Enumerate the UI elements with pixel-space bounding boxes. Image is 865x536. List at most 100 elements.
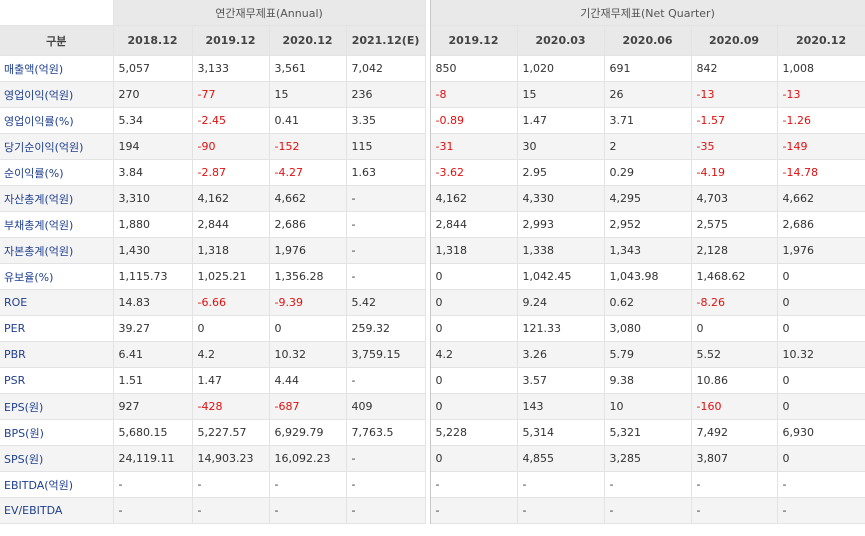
annual-value-cell: 6,929.79	[269, 419, 347, 446]
quarter-value-cell: 0	[430, 445, 518, 472]
annual-value-cell: 194	[113, 133, 193, 160]
quarter-value-cell: 121.33	[517, 315, 605, 342]
table-row: 순이익률(%) 3.84 -2.87 -4.27 1.63 -3.62 2.95 0.29 -4…	[0, 159, 865, 186]
row-label: 매출액(억원)	[0, 55, 114, 82]
quarter-value-cell: -35	[691, 133, 778, 160]
table-row: ROE 14.83 -6.66 -9.39 5.42 0 9.24 0.62 -8.26 0	[0, 289, 865, 316]
annual-value-cell: 5,057	[113, 55, 193, 82]
annual-value-cell: 1.51	[113, 367, 193, 394]
annual-value-cell: 4.44	[269, 367, 347, 394]
table-row: PBR 6.41 4.2 10.32 3,759.15 4.2 3.26 5.79 5.52 10…	[0, 341, 865, 368]
section-divider	[424, 25, 431, 56]
quarter-value-cell: 4,330	[517, 185, 605, 212]
row-label: 자본총계(억원)	[0, 237, 114, 264]
quarter-value-cell: 0	[430, 315, 518, 342]
quarter-value-cell: -1.57	[691, 107, 778, 134]
row-label: PBR	[0, 341, 114, 368]
quarter-value-cell: 4,295	[604, 185, 692, 212]
quarter-value-cell: 4,162	[430, 185, 518, 212]
annual-value-cell: 1,356.28	[269, 263, 347, 290]
section-divider	[424, 393, 431, 420]
row-label: PER	[0, 315, 114, 342]
quarter-value-cell: 0	[691, 315, 778, 342]
quarter-value-cell: 1,020	[517, 55, 605, 82]
table-row: 영업이익(억원) 270 -77 15 236 -8 15 26 -13 -13	[0, 81, 865, 108]
quarter-value-cell: 26	[604, 81, 692, 108]
quarter-value-cell: 2.95	[517, 159, 605, 186]
label-column-header: 구분	[0, 25, 114, 56]
annual-value-cell: 270	[113, 81, 193, 108]
annual-value-cell: 6.41	[113, 341, 193, 368]
table-row: 유보율(%) 1,115.73 1,025.21 1,356.28-0 1,042.45…	[0, 263, 865, 290]
quarter-period-header: 2020.09	[691, 25, 778, 56]
quarter-value-cell: 842	[691, 55, 778, 82]
annual-value-cell: -	[346, 185, 426, 212]
table-row: EBITDA(억원) - - - - - - - - -	[0, 471, 865, 498]
quarter-value-cell: 0.29	[604, 159, 692, 186]
annual-value-cell: 7,042	[346, 55, 426, 82]
annual-value-cell: 1,430	[113, 237, 193, 264]
section-divider	[424, 367, 431, 394]
quarter-value-cell: 0	[430, 367, 518, 394]
quarter-value-cell: 5,321	[604, 419, 692, 446]
quarter-value-cell: 4,703	[691, 185, 778, 212]
quarter-value-cell: 10	[604, 393, 692, 420]
row-label: ROE	[0, 289, 114, 316]
quarter-value-cell: 4.2	[430, 341, 518, 368]
header-blank	[0, 0, 114, 26]
annual-value-cell: -	[113, 471, 193, 498]
table-row: EPS(원) 927 -428 -687 409 0 143 10 -160 0	[0, 393, 865, 420]
section-divider	[424, 497, 431, 524]
annual-value-cell: 236	[346, 81, 426, 108]
quarter-value-cell: -	[691, 471, 778, 498]
quarter-value-cell: 10.86	[691, 367, 778, 394]
quarter-value-cell: 0	[777, 393, 865, 420]
table-body: 매출액(억원) 5,057 3,133 3,561 7,042 850 1,020 691 84…	[0, 55, 865, 524]
section-divider	[424, 419, 431, 446]
quarter-value-cell: -1.26	[777, 107, 865, 134]
quarter-period-header: 2019.12	[430, 25, 518, 56]
row-label: 당기순이익(억원)	[0, 133, 114, 160]
quarter-value-cell: -	[604, 471, 692, 498]
annual-value-cell: -	[346, 211, 426, 238]
section-divider	[424, 263, 431, 290]
annual-value-cell: 14.83	[113, 289, 193, 316]
financial-table: 연간재무제표(Annual) 기간재무제표(Net Quarter) 구분 20…	[0, 0, 865, 524]
annual-value-cell: 10.32	[269, 341, 347, 368]
quarter-value-cell: 1.47	[517, 107, 605, 134]
row-label: EPS(원)	[0, 393, 114, 420]
row-label: 자산총계(억원)	[0, 185, 114, 212]
annual-value-cell: 2,844	[192, 211, 270, 238]
annual-value-cell: -90	[192, 133, 270, 160]
row-label: EBITDA(억원)	[0, 471, 114, 498]
annual-value-cell: -	[192, 497, 270, 524]
annual-value-cell: -	[269, 471, 347, 498]
section-divider	[424, 315, 431, 342]
annual-value-cell: 0	[269, 315, 347, 342]
quarter-value-cell: 850	[430, 55, 518, 82]
annual-value-cell: 0.41	[269, 107, 347, 134]
quarter-value-cell: 5.79	[604, 341, 692, 368]
quarter-value-cell: 1,008	[777, 55, 865, 82]
section-divider	[424, 445, 431, 472]
annual-value-cell: -	[192, 471, 270, 498]
quarter-value-cell: 2,993	[517, 211, 605, 238]
quarter-value-cell: -3.62	[430, 159, 518, 186]
annual-value-cell: -2.87	[192, 159, 270, 186]
annual-value-cell: 3,133	[192, 55, 270, 82]
annual-value-cell: 1,976	[269, 237, 347, 264]
quarter-value-cell: 4,855	[517, 445, 605, 472]
annual-value-cell: -	[346, 367, 426, 394]
annual-value-cell: 409	[346, 393, 426, 420]
quarter-value-cell: 5.52	[691, 341, 778, 368]
quarter-value-cell: 0	[777, 367, 865, 394]
row-label: 순이익률(%)	[0, 159, 114, 186]
quarter-value-cell: 1,042.45	[517, 263, 605, 290]
table-row: PSR 1.51 1.47 4.44-0 3.57 9.38 10.86 0	[0, 367, 865, 394]
quarter-value-cell: 0	[777, 315, 865, 342]
quarter-value-cell: 0	[777, 263, 865, 290]
quarter-value-cell: -31	[430, 133, 518, 160]
annual-value-cell: 1,880	[113, 211, 193, 238]
quarter-value-cell: 691	[604, 55, 692, 82]
quarter-value-cell: 1,043.98	[604, 263, 692, 290]
